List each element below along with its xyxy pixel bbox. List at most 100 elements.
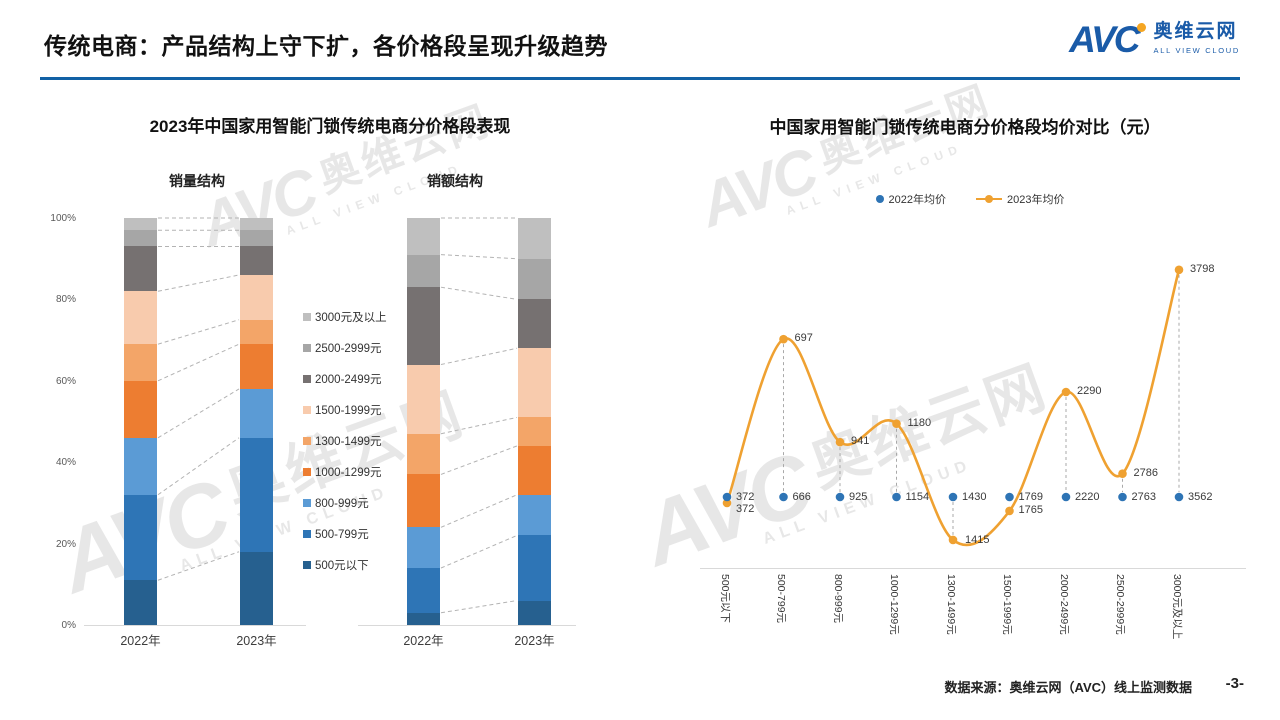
legend-swatch-icon <box>303 344 311 352</box>
legend-item-2023: 2023年均价 <box>976 191 1064 207</box>
x-axis-label: 500元以下 <box>718 574 731 624</box>
y-axis-label: 100% <box>50 213 76 224</box>
bar-segment <box>124 437 157 495</box>
title-underline <box>40 77 1240 80</box>
bar-segment <box>407 433 440 475</box>
bar-segment <box>124 580 157 625</box>
y-axis-label: 20% <box>55 538 76 550</box>
value-label-2023: 372 <box>736 503 755 515</box>
y-axis-label: 80% <box>55 294 76 306</box>
bar-segment <box>124 344 157 381</box>
value-label-2023: 1765 <box>1018 504 1043 516</box>
legend-label: 1000-1299元 <box>315 467 382 479</box>
legend-swatch-icon <box>303 375 311 383</box>
blue-dot-icon <box>875 195 884 203</box>
value-label-2023: 2786 <box>1133 466 1158 479</box>
bar-segment <box>407 612 440 625</box>
value-label-2023: 1180 <box>907 416 932 429</box>
bar-segment <box>240 319 273 345</box>
value-label-2023: 3798 <box>1190 262 1215 275</box>
legend-swatch-icon <box>303 437 311 445</box>
bar-chart-title: 2023年中国家用智能门锁传统电商分价格段表现 <box>149 117 511 136</box>
bar-segment <box>518 535 551 601</box>
line-chart-legend: 2022年均价 2023年均价 <box>700 191 1240 207</box>
value-label-2022: 1769 <box>1018 491 1043 503</box>
x-axis-category: 2023年 <box>236 634 277 648</box>
bar-segment <box>124 218 157 231</box>
bar-segment <box>518 348 551 418</box>
legend-item-2022: 2022年均价 <box>875 191 946 207</box>
legend-item: 2000-2499元 <box>303 371 387 387</box>
bar-segment <box>407 218 440 255</box>
legend-label: 500-799元 <box>315 529 369 541</box>
legend-item: 1300-1499元 <box>303 433 387 449</box>
legend-swatch-icon <box>303 313 311 321</box>
legend-swatch-icon <box>303 468 311 476</box>
bar-segment <box>240 218 273 231</box>
bar-segment <box>240 344 273 389</box>
bar-segment <box>518 218 551 259</box>
legend-label: 2000-2499元 <box>315 374 382 386</box>
bar-segment <box>240 274 273 320</box>
legend-label-2022: 2022年均价 <box>888 194 946 206</box>
legend-item: 1000-1299元 <box>303 464 387 480</box>
orange-line-icon <box>976 195 1002 204</box>
page-title: 传统电商：产品结构上守下扩，各价格段呈现升级趋势 <box>44 33 608 59</box>
bar-segment <box>124 230 157 247</box>
x-axis-label: 1300-1499元 <box>944 574 957 635</box>
legend-label: 500元以下 <box>315 560 369 572</box>
y-axis-label: 0% <box>61 620 76 631</box>
logo-orange-dot-icon <box>1136 23 1146 32</box>
bar-segment <box>518 258 551 300</box>
legend-swatch-icon <box>303 406 311 414</box>
bar-segment <box>407 474 440 528</box>
legend-item: 1500-1999元 <box>303 402 387 418</box>
logo-name-cn: 奥维云网 <box>1153 21 1238 42</box>
value-label-2022: 1430 <box>962 491 987 503</box>
data-source: 数据来源：奥维云网（AVC）线上监测数据 <box>944 680 1192 695</box>
page-number: -3- <box>1225 675 1244 692</box>
y-axis-label: 40% <box>55 457 76 469</box>
avc-logo: AVC 奥维云网 ALL VIEW CLOUD <box>1069 21 1240 58</box>
x-axis-category: 2022年 <box>120 634 161 648</box>
bar-segment <box>407 254 440 288</box>
x-axis-label: 2500-2999元 <box>1114 574 1126 635</box>
value-label-2022: 372 <box>736 491 755 503</box>
line-chart-title: 中国家用智能门锁传统电商分价格段均价对比（元） <box>769 118 1161 137</box>
value-label-2022: 1154 <box>905 491 930 503</box>
bar-segment <box>407 527 440 568</box>
value-label-2023: 2290 <box>1077 385 1102 397</box>
legend-item: 2500-2999元 <box>303 340 387 356</box>
x-axis-label: 3000元及以上 <box>1170 574 1183 640</box>
bar-segment <box>407 287 440 365</box>
bar-segment <box>240 388 273 438</box>
value-label-2022: 666 <box>792 491 811 503</box>
bar-segment <box>240 230 273 247</box>
bar-segment <box>407 568 440 613</box>
bar-segment <box>518 600 551 625</box>
bar-segment <box>124 380 157 438</box>
legend-label-2023: 2023年均价 <box>1007 194 1065 206</box>
x-axis-category: 2023年 <box>514 634 555 648</box>
value-structure-subtitle: 销额结构 <box>427 173 483 189</box>
x-axis-label: 500-799元 <box>775 574 787 624</box>
x-axis-label: 800-999元 <box>831 574 844 624</box>
avc-logo-abbr: AVC <box>1069 21 1146 58</box>
legend-swatch-icon <box>303 499 311 507</box>
bar-segment <box>240 437 273 552</box>
legend-item: 800-999元 <box>303 495 387 511</box>
x-axis-label: 2000-2499元 <box>1057 574 1070 635</box>
bar-segment <box>124 494 157 581</box>
legend-item: 500元以下 <box>303 557 387 573</box>
x-axis-label: 1500-1999元 <box>1001 574 1013 635</box>
bar-segment <box>240 551 273 625</box>
bar-segment <box>240 246 273 275</box>
avc-logo-names: 奥维云网 ALL VIEW CLOUD <box>1153 21 1240 55</box>
bar-segment <box>407 364 440 434</box>
value-label-2022: 2763 <box>1131 491 1156 503</box>
value-label-2022: 925 <box>849 491 868 503</box>
legend-label: 1500-1999元 <box>315 405 382 417</box>
bar-segment <box>518 494 551 536</box>
